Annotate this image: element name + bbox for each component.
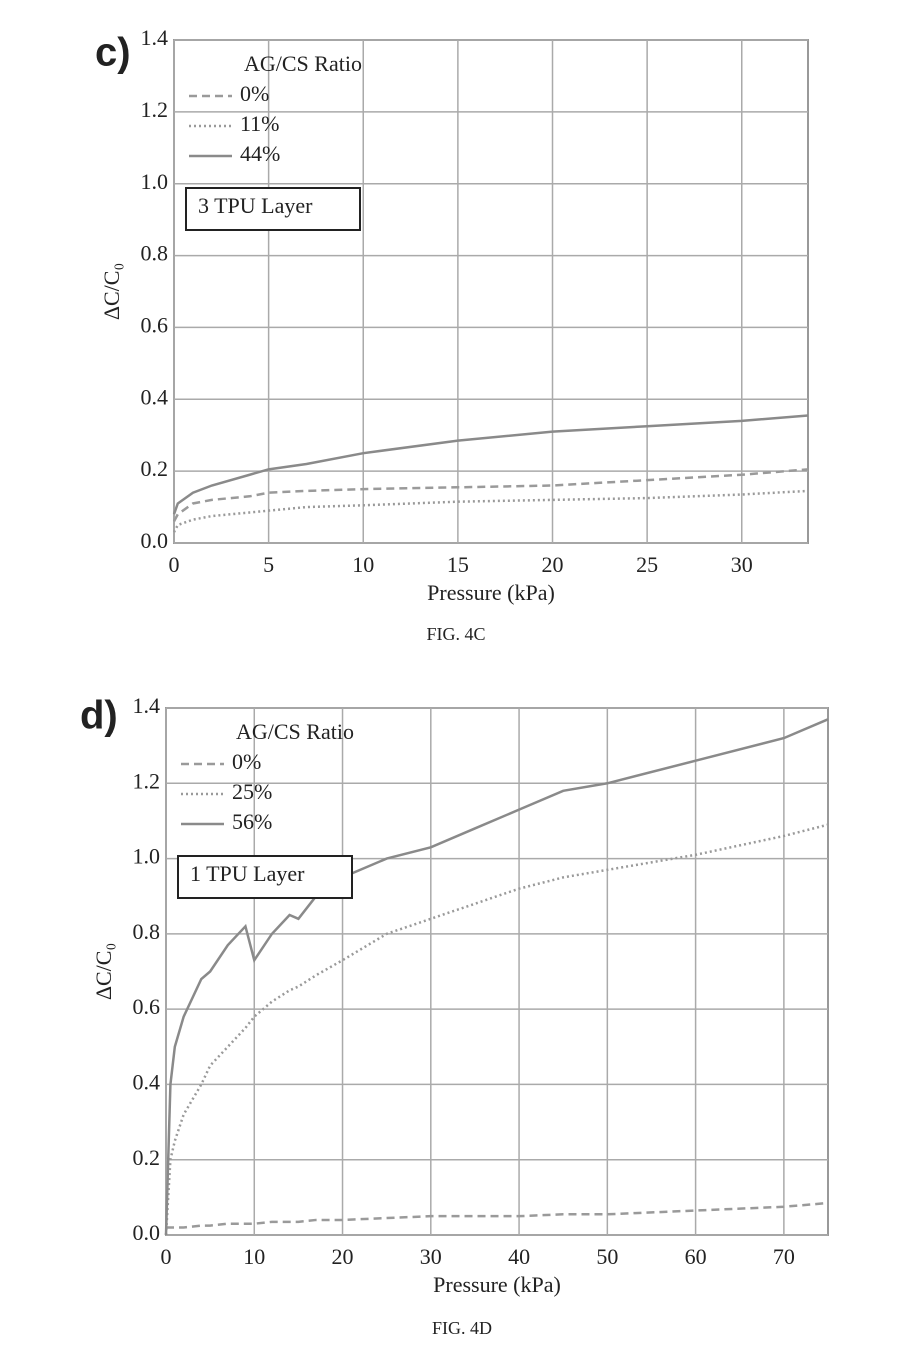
legend-title: AG/CS Ratio	[236, 719, 354, 744]
legend-label: 25%	[232, 779, 272, 804]
y-tick-label: 1.2	[141, 97, 169, 122]
panel-label: c)	[95, 31, 131, 75]
x-tick-label: 10	[352, 552, 374, 577]
x-tick-label: 25	[636, 552, 658, 577]
y-tick-label: 0.6	[133, 994, 161, 1019]
data-line	[164, 718, 829, 1236]
y-tick-label: 1.2	[133, 768, 161, 793]
y-axis-label: ΔC/C₀	[99, 263, 124, 320]
x-tick-label: 5	[263, 552, 274, 577]
y-tick-label: 0.2	[141, 456, 169, 481]
y-tick-label: 0.6	[141, 312, 169, 337]
x-tick-label: 20	[542, 552, 564, 577]
y-tick-label: 1.4	[133, 693, 161, 718]
x-tick-label: 30	[731, 552, 753, 577]
annotation-box	[185, 187, 361, 231]
y-tick-label: 1.0	[133, 844, 161, 869]
data-line	[172, 468, 809, 523]
figure-caption: FIG. 4D	[432, 1318, 492, 1338]
x-tick-label: 40	[508, 1244, 530, 1269]
y-tick-label: 0.8	[141, 241, 169, 266]
x-tick-label: 60	[685, 1244, 707, 1269]
x-axis-label: Pressure (kPa)	[433, 1272, 561, 1297]
y-tick-label: 0.0	[141, 528, 169, 553]
legend-label: 11%	[240, 111, 280, 136]
y-tick-label: 0.4	[133, 1069, 161, 1094]
x-tick-label: 50	[596, 1244, 618, 1269]
annotation: 3 TPU Layer	[198, 193, 313, 218]
figure-caption: FIG. 4C	[426, 624, 485, 644]
y-tick-label: 1.4	[141, 25, 169, 50]
x-tick-label: 15	[447, 552, 469, 577]
x-tick-label: 0	[161, 1244, 172, 1269]
legend-label: 0%	[240, 81, 269, 106]
legend-label: 56%	[232, 809, 272, 834]
legend-label: 44%	[240, 141, 280, 166]
y-tick-label: 0.2	[133, 1145, 161, 1170]
x-tick-label: 0	[169, 552, 180, 577]
y-tick-label: 0.4	[141, 384, 169, 409]
x-tick-label: 30	[420, 1244, 442, 1269]
annotation-box	[177, 855, 353, 899]
x-tick-label: 20	[332, 1244, 354, 1269]
data-line	[164, 823, 829, 1236]
legend-title: AG/CS Ratio	[244, 51, 362, 76]
panel-label: d)	[80, 694, 118, 738]
legend-label: 0%	[232, 749, 261, 774]
y-tick-label: 0.0	[133, 1220, 161, 1245]
annotation: 1 TPU Layer	[190, 861, 305, 886]
data-line	[166, 1201, 829, 1229]
x-tick-label: 70	[773, 1244, 795, 1269]
y-axis-label: ΔC/C₀	[91, 943, 116, 1000]
x-tick-label: 10	[243, 1244, 265, 1269]
data-line	[172, 414, 809, 515]
y-tick-label: 0.8	[133, 919, 161, 944]
y-tick-label: 1.0	[141, 169, 169, 194]
x-axis-label: Pressure (kPa)	[427, 580, 555, 605]
